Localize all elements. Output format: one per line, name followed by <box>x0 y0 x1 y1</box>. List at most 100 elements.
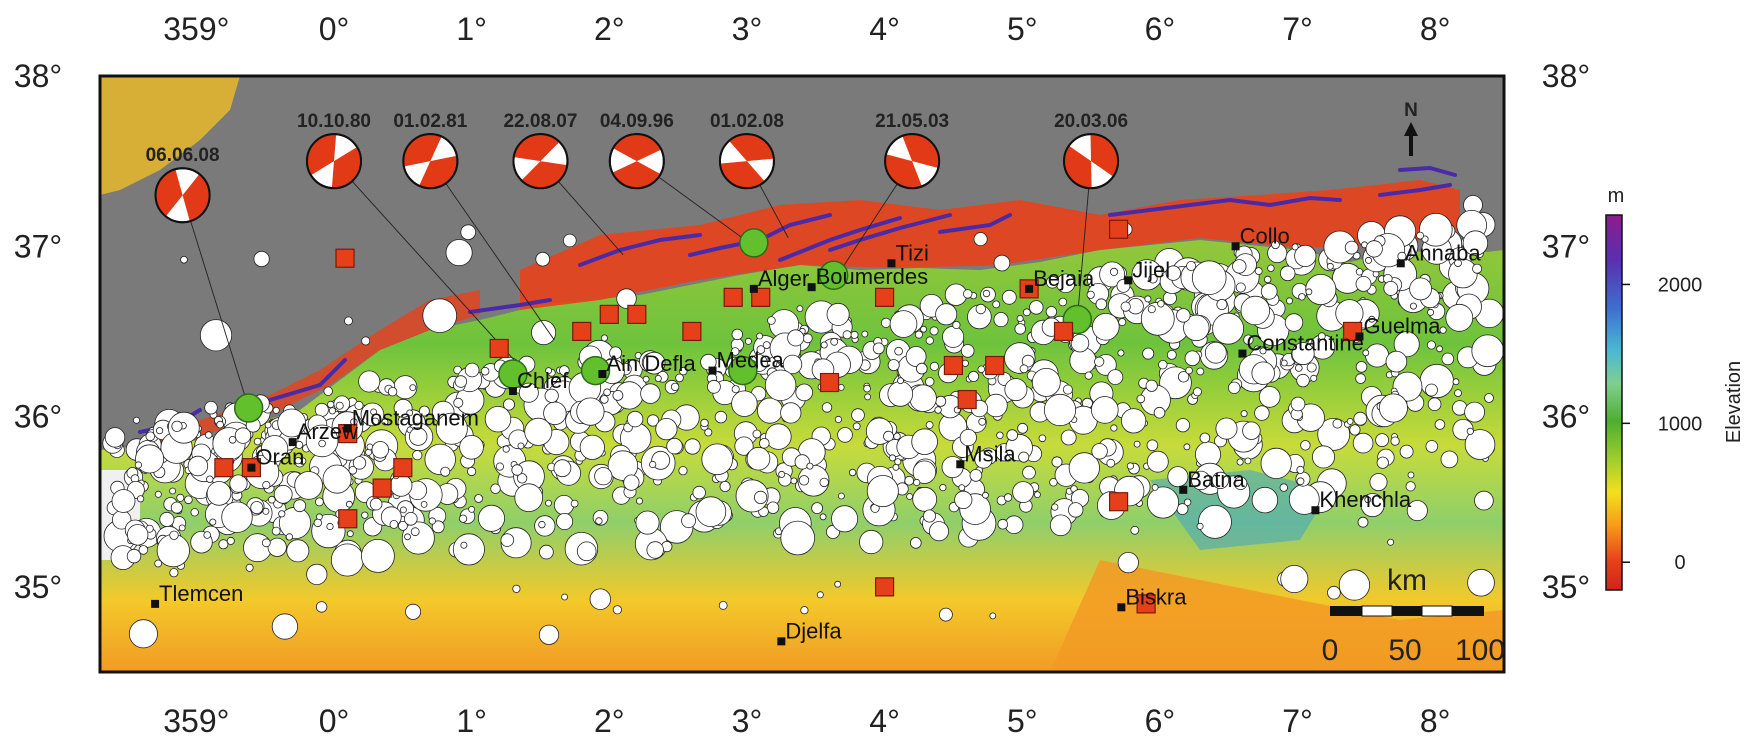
earthquake-circle <box>756 345 766 354</box>
earthquake-circle <box>913 478 921 487</box>
earthquake-circle <box>1385 350 1408 373</box>
earthquake-circle <box>1439 326 1447 334</box>
earthquake-circle <box>811 502 823 515</box>
major-earthquake <box>233 393 264 423</box>
historical-event-square <box>957 389 977 410</box>
earthquake-circle <box>892 463 900 471</box>
earthquake-circle <box>982 491 989 499</box>
city-label: Bejaia <box>1033 266 1095 291</box>
earthquake-circle <box>1362 349 1370 357</box>
earthquake-circle <box>982 289 991 298</box>
earthquake-circle <box>216 420 224 429</box>
earthquake-circle <box>765 423 792 450</box>
city-label: Constantine <box>1246 331 1363 356</box>
earthquake-circle <box>974 450 993 469</box>
earthquake-circle <box>790 477 798 485</box>
earthquake-circle <box>1215 417 1238 440</box>
earthquake-circle <box>1191 260 1227 296</box>
earthquake-circle <box>861 330 869 338</box>
city-marker <box>956 460 965 469</box>
earthquake-circle <box>942 325 965 348</box>
historical-event-square <box>943 355 964 376</box>
scale-label-50: 50 <box>1388 634 1421 667</box>
city-marker <box>1179 485 1188 494</box>
earthquake-circle <box>796 305 804 313</box>
colorbar-ramp <box>1605 214 1623 591</box>
lon-label-bottom: 0° <box>319 703 350 739</box>
earthquake-circle <box>826 302 850 326</box>
earthquake-circle <box>1405 481 1416 492</box>
earthquake-circle <box>1310 374 1318 382</box>
earthquake-circle <box>1425 383 1438 397</box>
earthquake-circle <box>262 480 271 490</box>
earthquake-circle <box>245 563 254 572</box>
earthquake-circle <box>1427 308 1435 316</box>
earthquake-circle <box>977 365 986 374</box>
earthquake-circle <box>1440 450 1459 469</box>
earthquake-circle <box>250 501 264 515</box>
earthquake-circle <box>692 485 706 500</box>
earthquake-circle <box>960 344 975 358</box>
earthquake-circle <box>538 624 560 645</box>
scale-segment <box>1361 605 1393 617</box>
earthquake-circle <box>553 459 572 478</box>
earthquake-circle <box>169 487 177 495</box>
lon-label-bottom: 5° <box>1007 703 1038 739</box>
earthquake-circle <box>1279 483 1288 492</box>
earthquake-circle <box>744 337 752 345</box>
earthquake-circle <box>906 493 913 500</box>
earthquake-circle <box>640 383 661 404</box>
earthquake-circle <box>454 375 468 388</box>
earthquake-circle <box>405 603 422 620</box>
beachball-compression <box>403 134 442 167</box>
earthquake-circle <box>176 493 185 502</box>
earthquake-circle <box>1051 456 1063 468</box>
beachball-rim <box>154 167 211 224</box>
earthquake-circle <box>277 408 307 438</box>
earthquake-circle <box>1383 280 1399 296</box>
city-label: Medea <box>717 348 785 373</box>
longitude-labels-top: 359° 0° 1° 2° 3° 4° 5° 6° 7° 8° <box>163 11 1450 47</box>
earthquake-circle <box>1326 262 1334 270</box>
earthquake-circle <box>887 381 914 407</box>
beachball-compression <box>612 161 661 189</box>
earthquake-circle <box>1390 436 1400 446</box>
earthquake-circle <box>830 337 839 346</box>
earthquake-circle <box>1022 308 1031 317</box>
earthquake-circle <box>594 467 613 486</box>
earthquake-circle <box>782 354 803 375</box>
earthquake-circle <box>285 533 293 541</box>
earthquake-circle <box>1254 405 1270 421</box>
earthquake-circle <box>681 513 696 529</box>
earthquake-circle <box>243 533 272 563</box>
latitude-labels-right: 38° 37° 36° 35° <box>1542 58 1590 605</box>
earthquake-circle <box>1106 458 1116 468</box>
city-label: Biskra <box>1125 584 1187 609</box>
earthquake-circle <box>1233 476 1248 491</box>
earthquake-circle <box>389 520 399 529</box>
earthquake-circle <box>1484 393 1494 403</box>
earthquake-circle <box>273 484 293 504</box>
earthquake-circle <box>1467 568 1495 597</box>
earthquake-circle <box>872 342 885 355</box>
earthquake-circle <box>1029 300 1044 315</box>
earthquake-circle <box>731 385 740 394</box>
earthquake-circle <box>271 526 281 536</box>
earthquake-circle <box>424 443 456 476</box>
city-marker <box>777 637 786 646</box>
earthquake-circle <box>484 406 512 433</box>
earthquake-circle <box>1258 386 1281 408</box>
earthquake-circle <box>894 346 903 356</box>
north-label: N <box>1404 100 1418 121</box>
earthquake-circle <box>1147 305 1156 314</box>
earthquake-circle <box>221 501 253 533</box>
earthquake-circle <box>935 395 947 407</box>
fault-line <box>828 213 952 252</box>
earthquake-circle <box>1376 456 1389 469</box>
lon-label-top: 0° <box>319 11 350 47</box>
beachball-compression <box>513 134 560 162</box>
earthquake-circle <box>1392 371 1423 402</box>
earthquake-circle <box>746 446 771 471</box>
city-marker <box>288 438 297 447</box>
